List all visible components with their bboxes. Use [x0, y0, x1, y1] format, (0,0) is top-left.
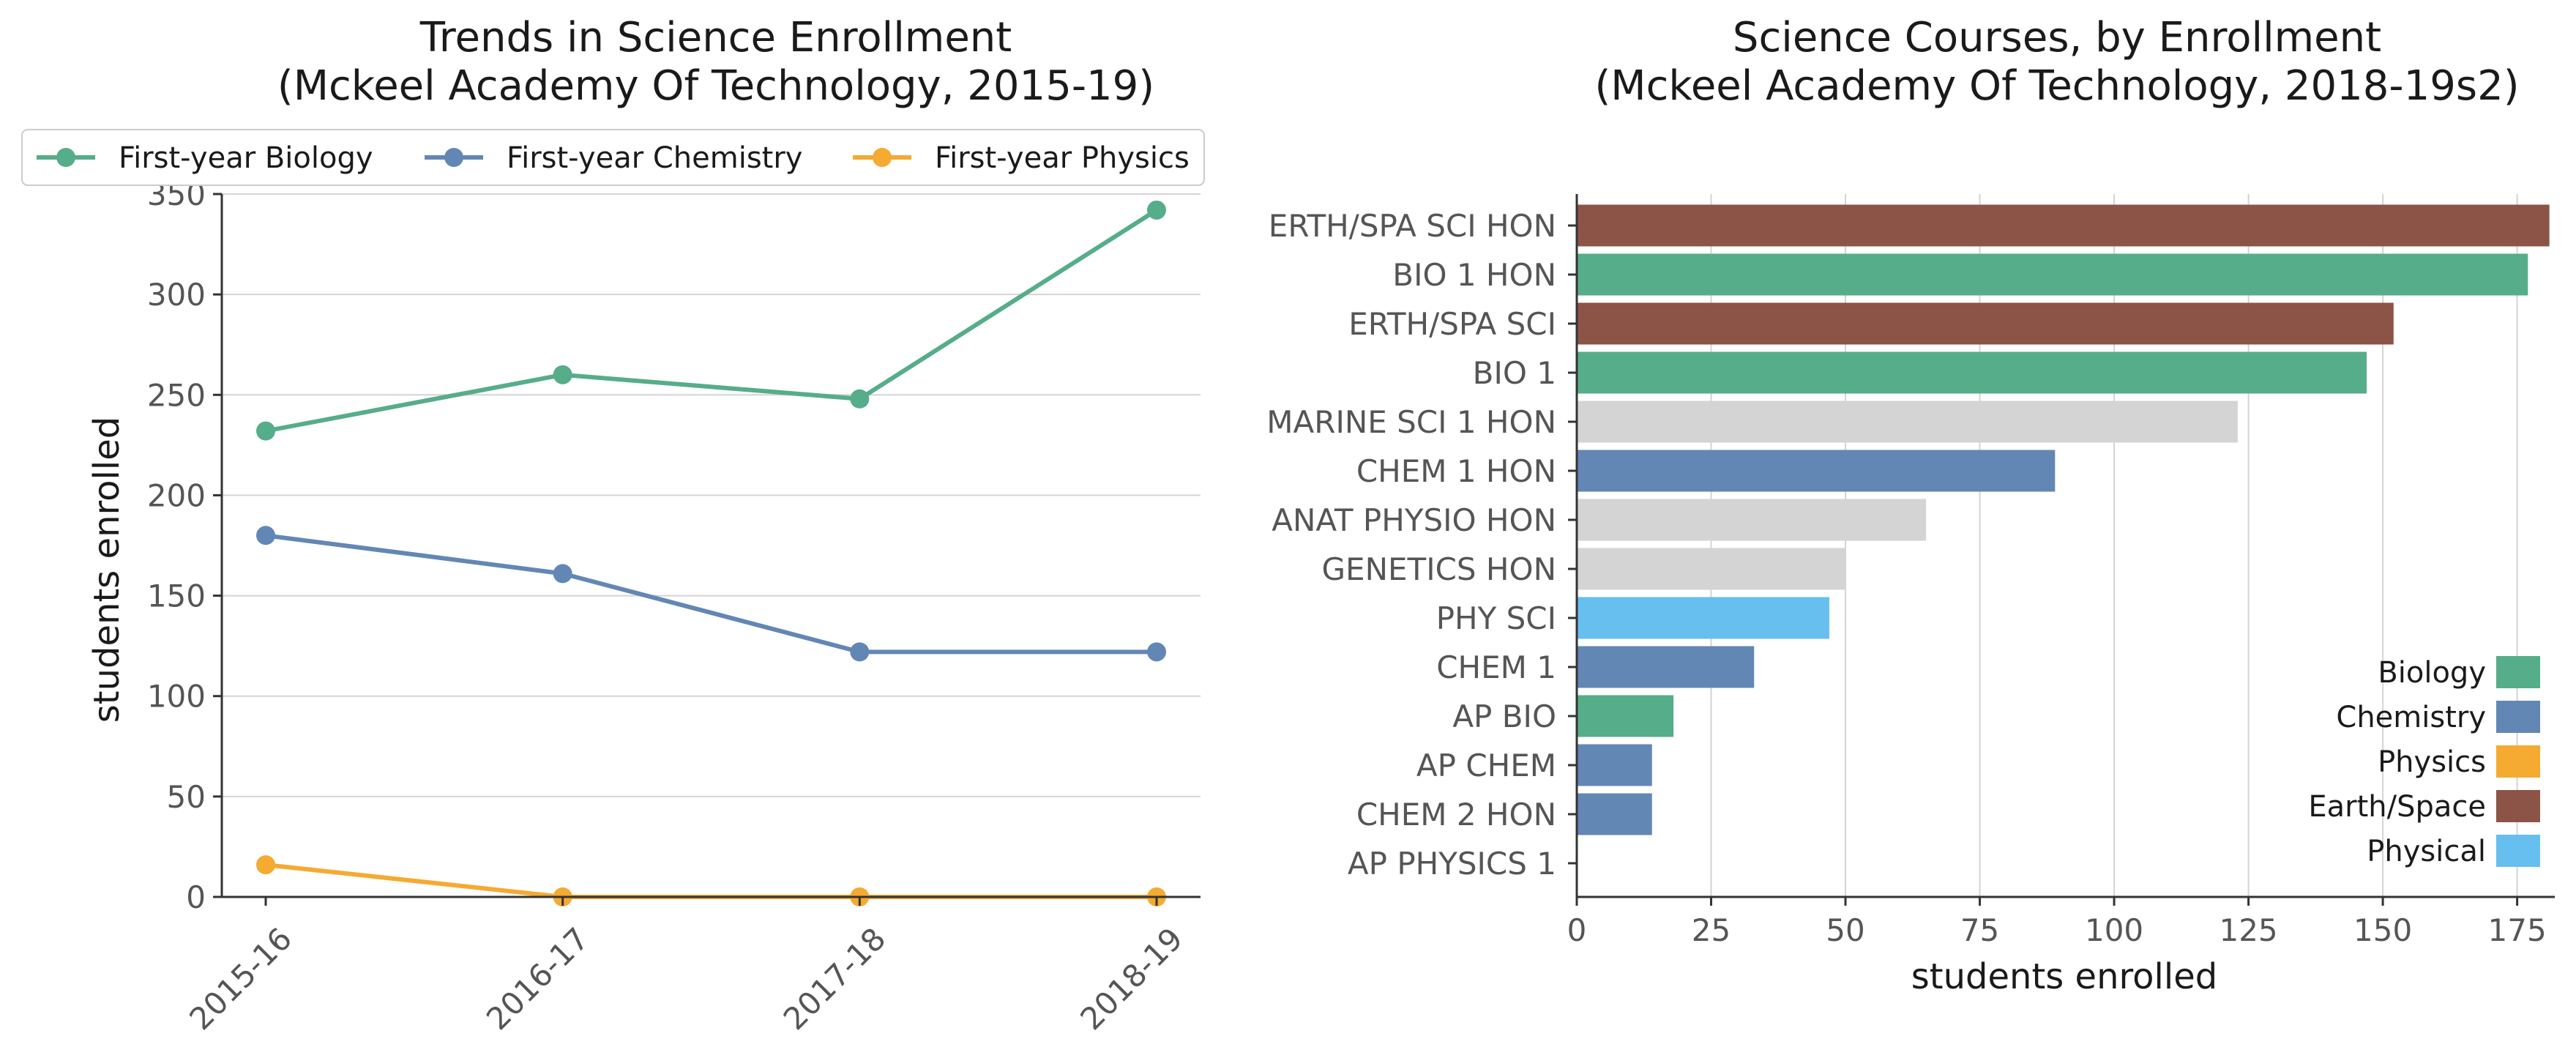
bar-ap-bio	[1577, 695, 1674, 737]
line-chart-y-axis-label: students enrolled	[86, 417, 127, 723]
x-tick-label-2017-18: 2017-18	[777, 920, 893, 1037]
data-point-first-year-chemistry-2018-19	[1147, 642, 1166, 662]
legend-swatch-biology	[2496, 656, 2540, 688]
y-tick-label-ap-chem: AP CHEM	[1416, 748, 1556, 783]
bar-bio-1	[1577, 351, 2367, 394]
data-point-first-year-biology-2015-16	[256, 421, 275, 441]
bar-chem-2-hon	[1577, 793, 1652, 835]
x-tick-label-150: 150	[2353, 912, 2412, 948]
x-tick-label-175: 175	[2488, 912, 2547, 948]
legend-label-biology: Biology	[2378, 656, 2486, 690]
data-point-first-year-biology-2016-17	[553, 365, 572, 384]
legend-swatch-chemistry	[2496, 701, 2540, 733]
y-tick-label-150: 150	[147, 578, 206, 614]
data-point-first-year-biology-2018-19	[1147, 200, 1166, 220]
x-tick-label-2015-16: 2015-16	[182, 920, 299, 1037]
bar-chem-1-hon	[1577, 450, 2056, 492]
series-line-first-year-physics	[265, 863, 1157, 899]
x-tick-label-100: 100	[2085, 912, 2143, 948]
line-chart-axes	[220, 194, 1201, 898]
bar-chart-ticks: 0 25 50 75 100 125 150 175 ERTH/SPA SCI HON BIO 1…	[1266, 208, 2546, 948]
y-tick-label-bio-1-hon: BIO 1 HON	[1392, 257, 1556, 293]
legend-frame	[21, 129, 1205, 186]
line-chart-series	[256, 200, 1166, 906]
data-point-first-year-biology-2017-18	[850, 389, 870, 409]
legend-label-first-year-biology: First-year Biology	[119, 141, 373, 175]
y-tick-label-250: 250	[147, 377, 206, 413]
line-chart-enrollment-trends: Trends in Science Enrollment (Mckeel Acad…	[21, 14, 1205, 1037]
bar-marine-sci-1-hon	[1577, 401, 2238, 443]
y-tick-label-50: 50	[167, 779, 206, 815]
line-chart-title: Trends in Science Enrollment (Mckeel Acad…	[277, 14, 1154, 110]
y-tick-label-0: 0	[186, 879, 206, 915]
data-point-first-year-chemistry-2017-18	[850, 642, 870, 662]
data-point-first-year-chemistry-2016-17	[553, 564, 572, 584]
y-tick-label-phy-sci: PHY SCI	[1436, 600, 1556, 636]
y-tick-label-200: 200	[147, 477, 206, 513]
legend-marker-first-year-physics	[873, 148, 892, 167]
bar-phy-sci	[1577, 597, 1830, 639]
legend-swatch-physical	[2496, 835, 2540, 867]
bar-erth-spa-sci-hon	[1577, 204, 2550, 247]
y-tick-label-chem-1: CHEM 1	[1436, 649, 1556, 685]
data-point-first-year-chemistry-2015-16	[256, 526, 275, 545]
x-tick-label-50: 50	[1826, 912, 1864, 948]
y-tick-label-ap-physics-1: AP PHYSICS 1	[1348, 846, 1556, 882]
y-tick-label-erth-spa-sci: ERTH/SPA SCI	[1348, 306, 1556, 342]
x-tick-label-125: 125	[2219, 912, 2277, 948]
legend-label-chemistry: Chemistry	[2336, 701, 2486, 734]
y-tick-label-ap-bio: AP BIO	[1452, 698, 1556, 734]
legend-label-first-year-physics: First-year Physics	[935, 141, 1190, 175]
y-tick-label-300: 300	[147, 277, 206, 313]
y-tick-label-genetics-hon: GENETICS HON	[1322, 551, 1556, 587]
y-tick-label-anat-physio-hon: ANAT PHYSIO HON	[1272, 502, 1556, 538]
legend-marker-first-year-biology	[56, 148, 75, 167]
x-tick-label-75: 75	[1960, 912, 1999, 948]
legend-swatch-physics	[2496, 745, 2540, 778]
bar-ap-chem	[1577, 744, 1652, 786]
bar-chart-legend: Biology Chemistry Physics Earth/Space Physic…	[2308, 656, 2540, 868]
y-tick-label-erth-spa-sci-hon: ERTH/SPA SCI HON	[1269, 208, 1556, 244]
legend-marker-first-year-chemistry	[444, 148, 463, 167]
bar-chem-1	[1577, 646, 1755, 688]
line-chart-legend: First-year Biology First-year Chemistry Fi…	[21, 129, 1205, 186]
series-line-first-year-biology	[265, 208, 1158, 433]
bar-erth-spa-sci	[1577, 302, 2394, 345]
line-chart-gridlines	[222, 193, 1201, 797]
bar-chart-x-axis-label: students enrolled	[1911, 956, 2217, 997]
bar-chart-axes	[1575, 194, 2555, 898]
y-tick-label-chem-2-hon: CHEM 2 HON	[1356, 797, 1556, 832]
bar-chart-title: Science Courses, by Enrollment (Mckeel Ac…	[1594, 14, 2519, 110]
x-tick-label-0: 0	[1567, 912, 1587, 948]
x-tick-label-25: 25	[1692, 912, 1731, 948]
data-point-first-year-physics-2015-16	[256, 855, 275, 875]
y-tick-label-chem-1-hon: CHEM 1 HON	[1356, 453, 1556, 489]
legend-label-earth-space: Earth/Space	[2308, 790, 2486, 824]
series-line-first-year-chemistry	[265, 533, 1157, 655]
bar-chart-bars	[1577, 204, 2550, 835]
legend-label-physics: Physics	[2378, 745, 2486, 779]
legend-label-first-year-chemistry: First-year Chemistry	[507, 141, 802, 175]
y-tick-label-bio-1: BIO 1	[1473, 355, 1556, 391]
legend-label-physical: Physical	[2367, 835, 2486, 868]
x-tick-label-2018-19: 2018-19	[1073, 920, 1190, 1037]
bar-anat-physio-hon	[1577, 499, 1927, 541]
legend-swatch-earth-space	[2496, 790, 2540, 822]
bar-chart-course-enrollment: Science Courses, by Enrollment (Mckeel Ac…	[1266, 14, 2555, 997]
x-tick-label-2016-17: 2016-17	[479, 920, 596, 1037]
bar-genetics-hon	[1577, 548, 1846, 590]
bar-bio-1-hon	[1577, 253, 2528, 296]
y-tick-label-marine-sci-1-hon: MARINE SCI 1 HON	[1266, 404, 1556, 440]
y-tick-label-100: 100	[147, 679, 206, 715]
